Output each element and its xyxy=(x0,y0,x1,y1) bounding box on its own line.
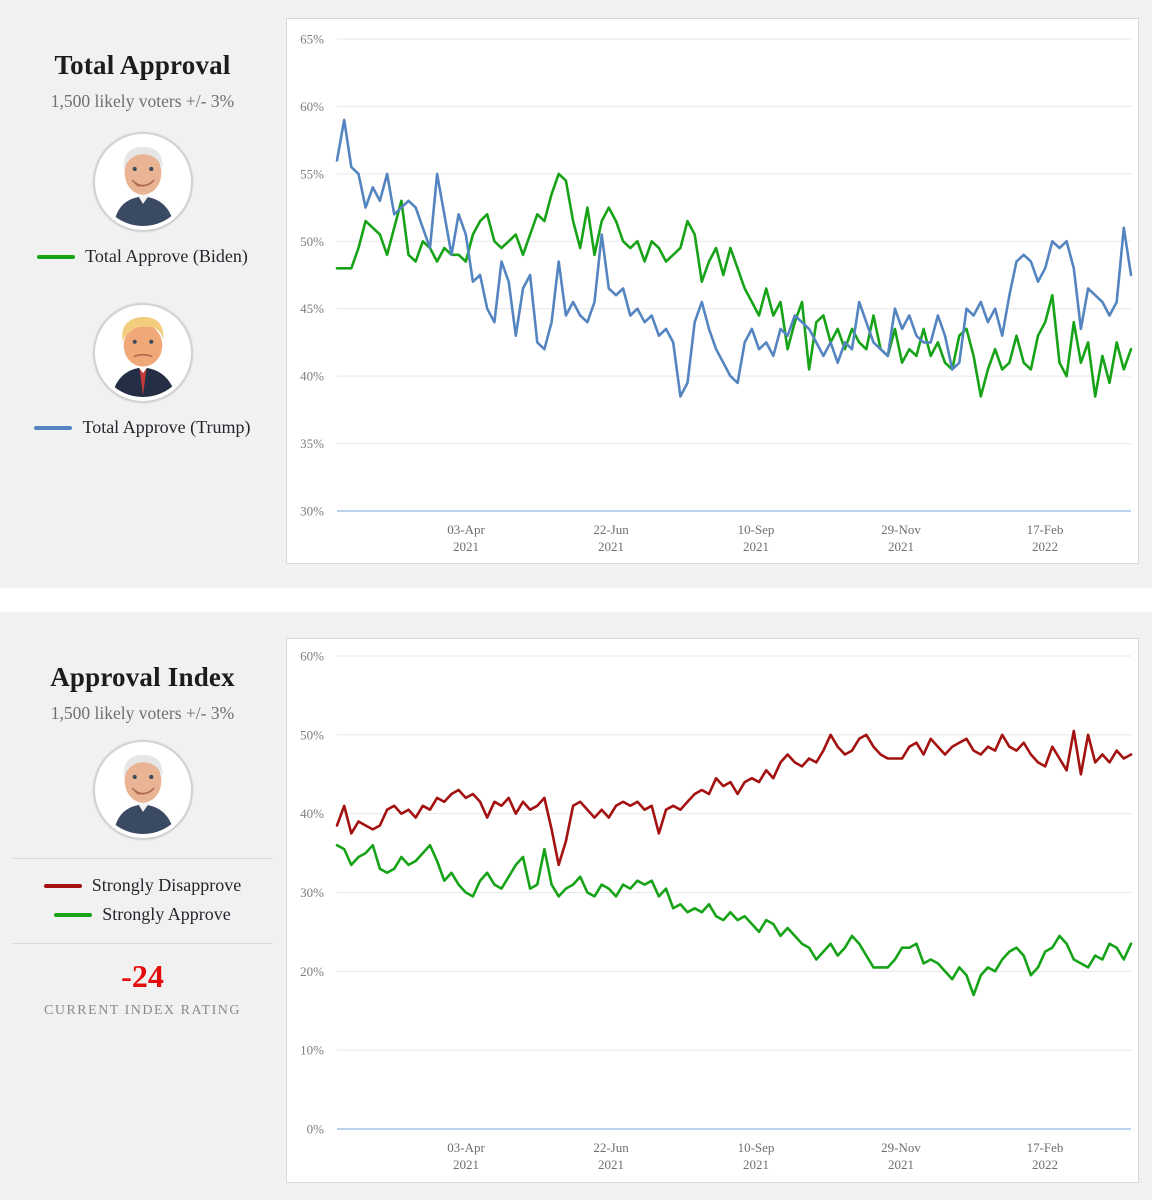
trump-avatar xyxy=(92,303,193,403)
biden-avatar-index xyxy=(92,740,193,840)
legend-label-trump: Total Approve (Trump) xyxy=(82,417,251,437)
svg-text:2021: 2021 xyxy=(743,539,769,554)
svg-text:0%: 0% xyxy=(307,1122,325,1137)
svg-text:2021: 2021 xyxy=(598,539,624,554)
svg-text:17-Feb: 17-Feb xyxy=(1027,1140,1064,1155)
svg-text:40%: 40% xyxy=(300,369,324,384)
svg-text:50%: 50% xyxy=(300,727,324,742)
total-approval-chart-card: 65% 60% 55% 50% 45% 40% 35% 30% 03-Apr 2021 22-Jun… xyxy=(286,18,1139,564)
svg-text:55%: 55% xyxy=(300,166,324,181)
legend-label-strongly-disapprove: Strongly Disapprove xyxy=(91,875,242,895)
approve-line-swatch xyxy=(54,912,93,917)
svg-text:2022: 2022 xyxy=(1032,1157,1058,1172)
svg-text:29-Nov: 29-Nov xyxy=(881,1140,921,1155)
total-approval-line-chart: 65% 60% 55% 50% 45% 40% 35% 30% 03-Apr 2021 22-Jun… xyxy=(300,32,1133,554)
legend-item-trump: Total Approve (Trump) xyxy=(0,417,285,438)
current-index-caption: CURRENT INDEX RATING xyxy=(44,1003,241,1018)
legend-item-biden: Total Approve (Biden) xyxy=(0,246,285,267)
svg-text:30%: 30% xyxy=(300,504,324,519)
legend-item-strongly-disapprove: Strongly Disapprove xyxy=(0,875,285,896)
svg-text:2021: 2021 xyxy=(743,1157,769,1172)
trump-portrait-illustration xyxy=(96,305,189,397)
biden-portrait-illustration-2 xyxy=(96,742,189,834)
sidebar-divider-bottom xyxy=(12,943,273,944)
approval-index-chart-card: 60% 50% 40% 30% 20% 10% 0% 03-Apr 2021 22-Jun 2021… xyxy=(286,638,1139,1183)
svg-text:2021: 2021 xyxy=(453,539,479,554)
svg-text:17-Feb: 17-Feb xyxy=(1027,522,1064,537)
current-index-value: -24 xyxy=(121,958,164,994)
svg-text:35%: 35% xyxy=(300,436,324,451)
legend-label-strongly-approve: Strongly Approve xyxy=(102,904,231,924)
svg-text:29-Nov: 29-Nov xyxy=(881,522,921,537)
svg-text:20%: 20% xyxy=(300,964,324,979)
svg-text:10-Sep: 10-Sep xyxy=(738,522,775,537)
sidebar-divider-top xyxy=(12,858,273,859)
biden-line-swatch xyxy=(37,254,76,259)
page-title-index: Approval Index xyxy=(50,662,235,692)
svg-text:2021: 2021 xyxy=(888,539,914,554)
page-title: Total Approval xyxy=(54,50,231,80)
svg-text:65%: 65% xyxy=(300,32,324,47)
svg-text:22-Jun: 22-Jun xyxy=(593,522,629,537)
sample-size-note-index: 1,500 likely voters +/- 3% xyxy=(50,703,235,723)
legend-item-strongly-approve: Strongly Approve xyxy=(0,904,285,925)
svg-text:2021: 2021 xyxy=(453,1157,479,1172)
approval-index-line-chart: 60% 50% 40% 30% 20% 10% 0% 03-Apr 2021 22-Jun 2021… xyxy=(300,649,1133,1172)
biden-avatar xyxy=(92,132,193,232)
total-approval-panel: Total Approval 1,500 likely voters +/- 3… xyxy=(0,0,1152,588)
svg-text:10%: 10% xyxy=(300,1043,324,1058)
svg-text:2021: 2021 xyxy=(888,1157,914,1172)
svg-text:60%: 60% xyxy=(300,99,324,114)
svg-text:2021: 2021 xyxy=(598,1157,624,1172)
svg-text:10-Sep: 10-Sep xyxy=(738,1140,775,1155)
svg-text:50%: 50% xyxy=(300,234,324,249)
svg-text:30%: 30% xyxy=(300,885,324,900)
trump-line-swatch xyxy=(34,425,73,430)
svg-text:40%: 40% xyxy=(300,806,324,821)
svg-text:03-Apr: 03-Apr xyxy=(447,1140,485,1155)
svg-text:03-Apr: 03-Apr xyxy=(447,522,485,537)
total-approval-sidebar: Total Approval 1,500 likely voters +/- 3… xyxy=(0,0,285,588)
svg-text:2022: 2022 xyxy=(1032,539,1058,554)
legend-label-biden: Total Approve (Biden) xyxy=(85,246,248,266)
disapprove-line-swatch xyxy=(43,883,82,888)
approval-index-sidebar: Approval Index 1,500 likely voters +/- 3… xyxy=(0,612,285,1200)
svg-text:60%: 60% xyxy=(300,649,324,664)
svg-text:45%: 45% xyxy=(300,301,324,316)
approval-index-panel: Approval Index 1,500 likely voters +/- 3… xyxy=(0,612,1152,1200)
svg-text:22-Jun: 22-Jun xyxy=(593,1140,629,1155)
biden-portrait-illustration xyxy=(96,134,189,226)
sample-size-note: 1,500 likely voters +/- 3% xyxy=(50,91,235,111)
